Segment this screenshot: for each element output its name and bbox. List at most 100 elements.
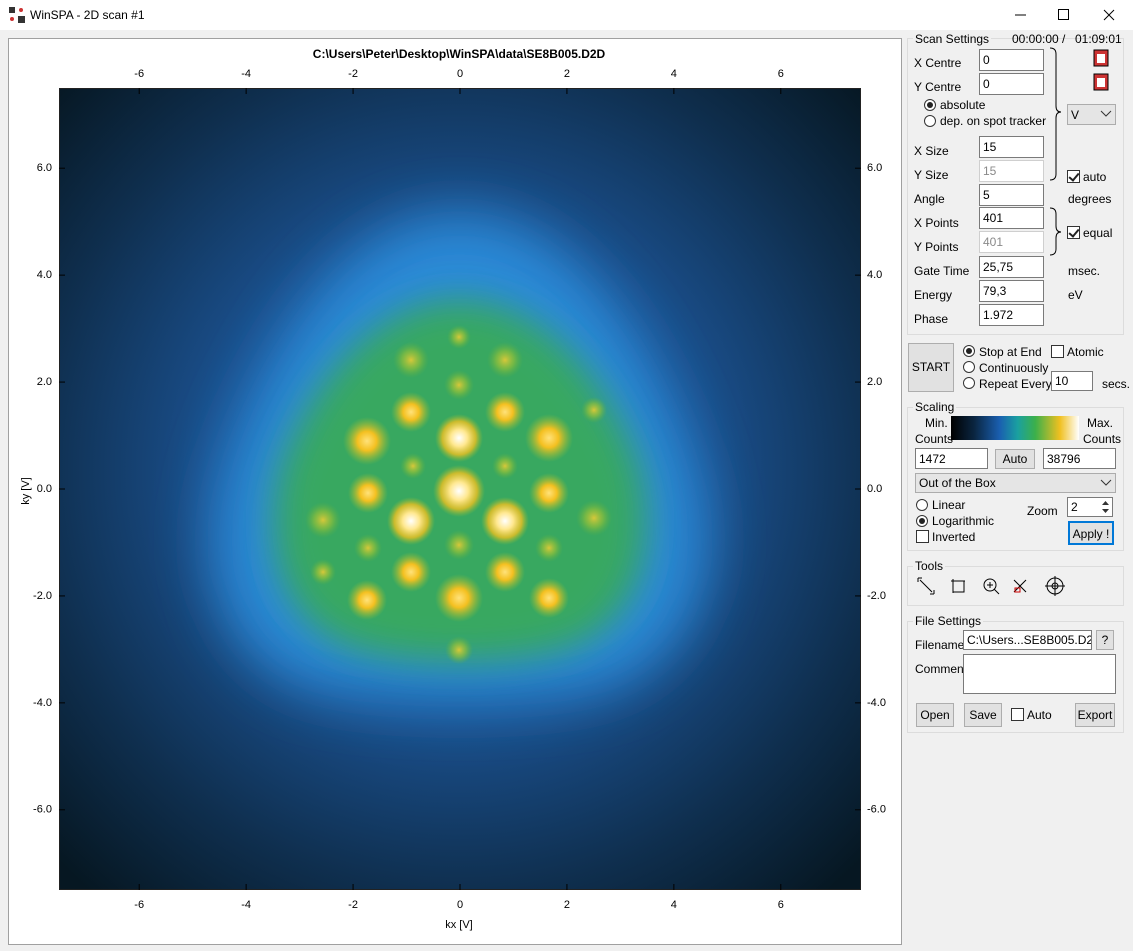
max-label: Max. bbox=[1087, 416, 1114, 430]
x-axis-label: kx [V] bbox=[445, 919, 473, 931]
checkbox[interactable] bbox=[916, 530, 929, 543]
y-tick-label: -2.0 bbox=[33, 590, 52, 602]
field-label: Y Centre bbox=[914, 80, 962, 94]
checkbox-label: Atomic bbox=[1067, 345, 1104, 359]
energy-input[interactable]: 79,3 bbox=[979, 280, 1044, 302]
y-tick-label: 4.0 bbox=[37, 269, 52, 281]
colorbar bbox=[951, 416, 1079, 440]
unit-label: msec. bbox=[1068, 264, 1101, 278]
dropdown-arrow bbox=[1100, 110, 1112, 117]
x-tick-label: -4 bbox=[241, 899, 251, 911]
comment-textarea[interactable] bbox=[963, 654, 1116, 694]
y-tick-label: 6.0 bbox=[867, 162, 882, 174]
checkbox[interactable] bbox=[1067, 226, 1080, 239]
x-tick-label: -2 bbox=[348, 899, 358, 911]
scaling-group bbox=[907, 407, 1124, 551]
x-tick-label: -6 bbox=[134, 899, 144, 911]
unit-label: degrees bbox=[1068, 192, 1112, 206]
radio-button[interactable] bbox=[916, 515, 928, 527]
unit-dropdown[interactable]: V bbox=[1067, 104, 1116, 125]
radio-label: Logarithmic bbox=[932, 514, 995, 528]
window-controls[interactable] bbox=[1000, 0, 1133, 30]
field-label: X Points bbox=[914, 216, 959, 230]
radio-button[interactable] bbox=[963, 345, 975, 357]
min-input[interactable]: 1472 bbox=[915, 448, 988, 469]
x-centre-input[interactable]: 0 bbox=[979, 49, 1044, 71]
x-tick-label: 0 bbox=[457, 68, 463, 80]
plot: C:\Users\Peter\Desktop\WinSPA\data\SE8B0… bbox=[8, 38, 902, 945]
y-size-input: 15 bbox=[979, 160, 1044, 182]
x-tick-label: 6 bbox=[778, 899, 784, 911]
apply-button[interactable]: Apply ! bbox=[1068, 521, 1114, 545]
tools-group bbox=[907, 566, 1124, 606]
palette-dropdown[interactable]: Out of the Box bbox=[915, 473, 1116, 493]
y-points-input: 401 bbox=[979, 231, 1044, 253]
field-label: Phase bbox=[914, 312, 949, 326]
group-title: Scan Settings bbox=[913, 32, 992, 46]
y-centre-input[interactable]: 0 bbox=[979, 73, 1044, 95]
y-tick-label: 2.0 bbox=[37, 376, 52, 388]
dropdown-arrow bbox=[1100, 479, 1112, 486]
group-title: File Settings bbox=[913, 614, 984, 628]
tool-buttons[interactable] bbox=[915, 575, 1075, 599]
plot-title: C:\Users\Peter\Desktop\WinSPA\data\SE8B0… bbox=[313, 47, 606, 61]
y-tick-label: -4.0 bbox=[867, 697, 886, 709]
group-title: Scaling bbox=[913, 400, 957, 414]
clipboard-buttons[interactable] bbox=[1092, 48, 1112, 94]
open-button[interactable]: Open bbox=[916, 703, 954, 727]
x-points-input[interactable]: 401 bbox=[979, 207, 1044, 229]
time-separator: / bbox=[1062, 32, 1066, 46]
field-label: Y Points bbox=[914, 240, 959, 254]
app-icon bbox=[9, 7, 25, 23]
scan-settings-group bbox=[907, 38, 1124, 335]
window-title: WinSPA - 2D scan #1 bbox=[30, 8, 145, 22]
x-tick-label: -6 bbox=[134, 68, 144, 80]
gate-time-input[interactable]: 25,75 bbox=[979, 256, 1044, 278]
zoom-spinner[interactable]: 2 bbox=[1067, 497, 1113, 517]
field-label: X Size bbox=[914, 144, 949, 158]
filename-input[interactable]: C:\Users...SE8B005.D2D bbox=[963, 630, 1092, 650]
group-title: Tools bbox=[913, 559, 946, 573]
radio-button[interactable] bbox=[963, 377, 975, 389]
checkbox[interactable] bbox=[1011, 708, 1024, 721]
y-tick-label: -6.0 bbox=[33, 804, 52, 816]
x-tick-label: 2 bbox=[564, 899, 570, 911]
radio-label: Stop at End bbox=[979, 345, 1042, 359]
counts-label: Counts bbox=[915, 432, 954, 446]
repeat-input[interactable]: 10 bbox=[1051, 371, 1093, 391]
radio-button[interactable] bbox=[924, 99, 936, 111]
checkbox-label: auto bbox=[1083, 170, 1107, 184]
y-tick-label: 6.0 bbox=[37, 162, 52, 174]
field-label: Filename bbox=[915, 638, 965, 652]
radio-label: absolute bbox=[940, 98, 986, 112]
heatmap bbox=[59, 88, 861, 890]
x-tick-label: -4 bbox=[241, 68, 251, 80]
y-axis-label: ky [V] bbox=[20, 477, 32, 505]
checkbox[interactable] bbox=[1051, 345, 1064, 358]
phase-input[interactable]: 1.972 bbox=[979, 304, 1044, 326]
start-button[interactable]: START bbox=[908, 343, 954, 392]
save-button[interactable]: Save bbox=[964, 703, 1002, 727]
x-size-input[interactable]: 15 bbox=[979, 136, 1044, 158]
checkbox-label: equal bbox=[1083, 226, 1113, 240]
field-label: Comment bbox=[915, 662, 968, 676]
angle-input[interactable]: 5 bbox=[979, 184, 1044, 206]
export-button[interactable]: Export bbox=[1075, 703, 1115, 727]
max-input[interactable]: 38796 bbox=[1043, 448, 1116, 469]
field-label: Gate Time bbox=[914, 264, 970, 278]
radio-button[interactable] bbox=[916, 499, 928, 511]
counts-label: Counts bbox=[1083, 432, 1122, 446]
y-tick-label: 2.0 bbox=[867, 376, 882, 388]
checkbox[interactable] bbox=[1067, 170, 1080, 183]
x-tick-label: -2 bbox=[348, 68, 358, 80]
radio-button[interactable] bbox=[924, 115, 936, 127]
radio-button[interactable] bbox=[963, 361, 975, 373]
help-button[interactable]: ? bbox=[1096, 630, 1114, 650]
file-settings-group bbox=[907, 621, 1124, 733]
spinner-arrows[interactable] bbox=[1099, 498, 1112, 516]
auto-button[interactable]: Auto bbox=[995, 449, 1035, 469]
x-tick-label: 2 bbox=[564, 68, 570, 80]
x-tick-label: 6 bbox=[778, 68, 784, 80]
zoom-label: Zoom bbox=[1027, 504, 1058, 518]
